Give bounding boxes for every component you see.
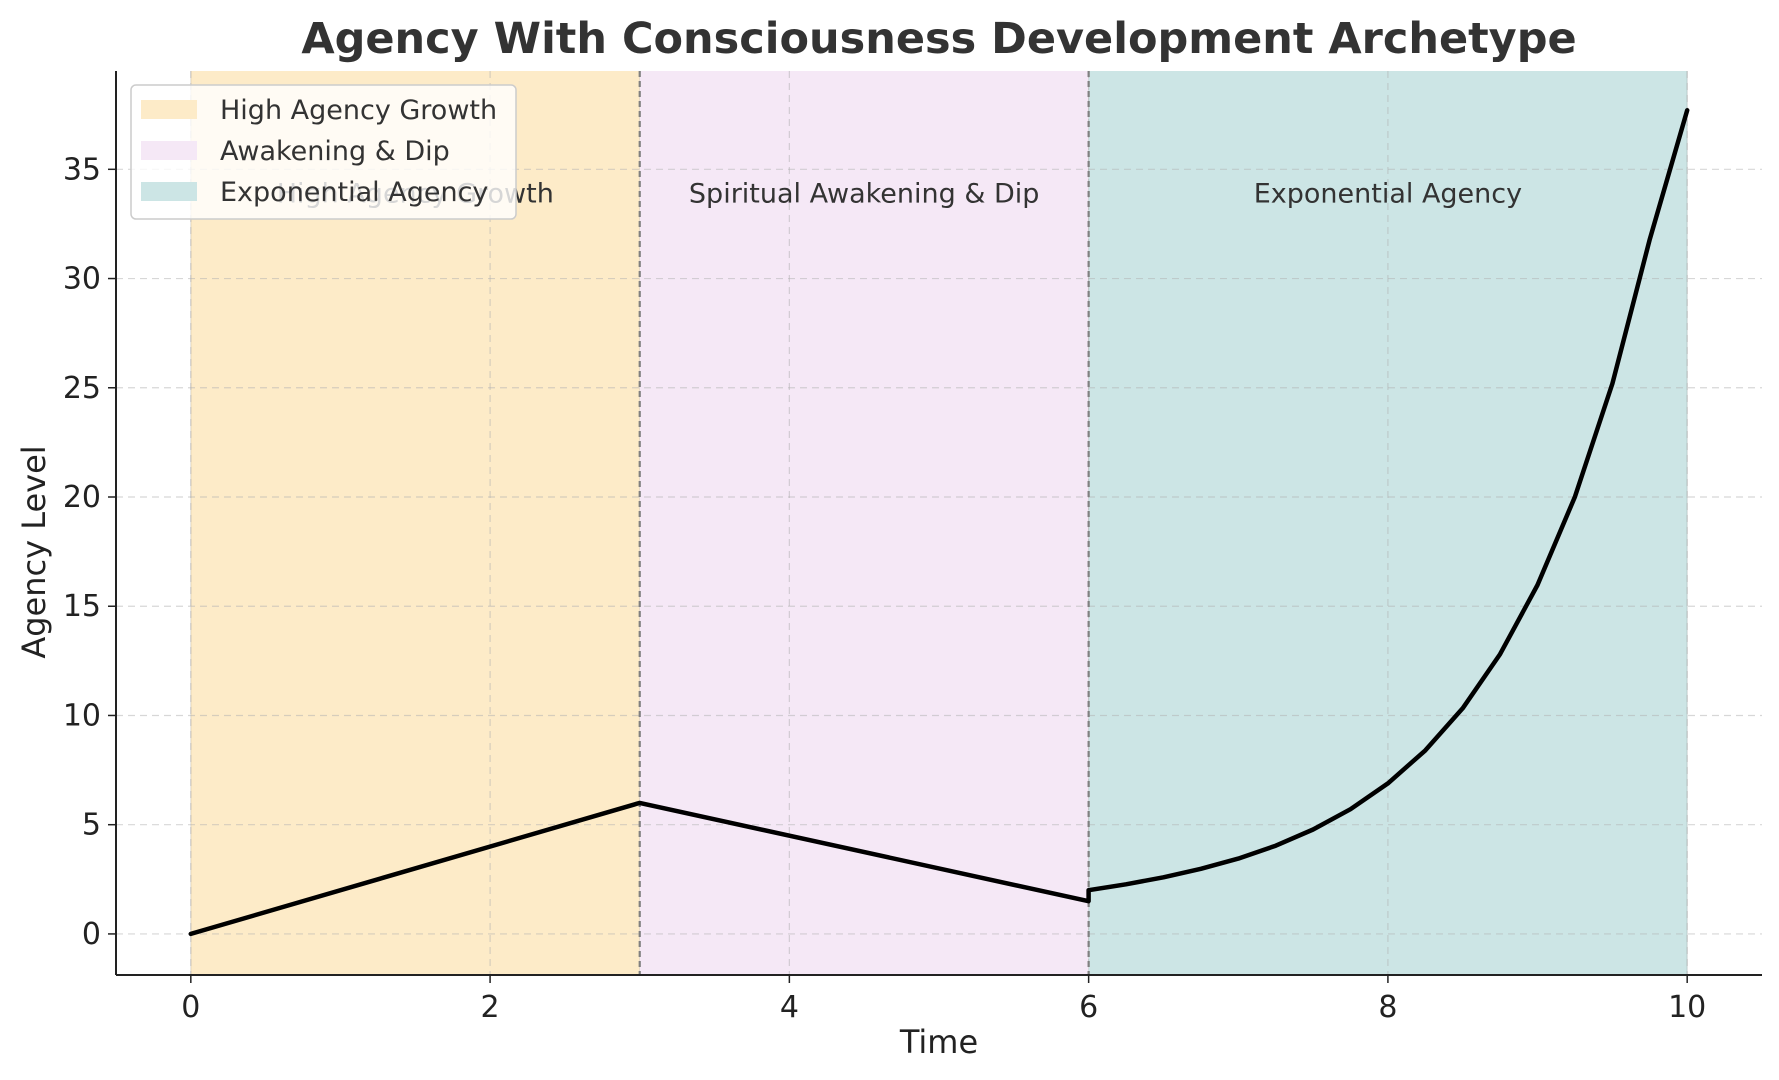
y-tick-label: 5 bbox=[82, 808, 101, 843]
legend-box bbox=[130, 84, 517, 220]
y-tick-label: 10 bbox=[63, 698, 101, 733]
x-tick-label: 4 bbox=[780, 990, 799, 1025]
tick-labels: 0 2 4 6 8 10 0 5 10 15 20 25 30 35 bbox=[63, 152, 1706, 1025]
y-tick-label: 35 bbox=[63, 152, 101, 187]
axes bbox=[108, 71, 1762, 983]
y-tick-label: 20 bbox=[63, 480, 101, 515]
x-tick-label: 2 bbox=[481, 990, 500, 1025]
x-tick-label: 0 bbox=[181, 990, 200, 1025]
y-tick-label: 15 bbox=[63, 589, 101, 624]
legend-label: Exponential Agency bbox=[220, 177, 488, 208]
x-axis-label: Time bbox=[899, 1023, 978, 1061]
legend: High Agency Growth Awakening & Dip Exponen… bbox=[130, 84, 517, 220]
x-tick-label: 10 bbox=[1668, 990, 1706, 1025]
y-tick-label: 0 bbox=[82, 917, 101, 952]
phase-label-2: Spiritual Awakening & Dip bbox=[689, 178, 1040, 209]
legend-label: High Agency Growth bbox=[220, 95, 497, 126]
phase-label-3: Exponential Agency bbox=[1254, 178, 1522, 209]
legend-label: Awakening & Dip bbox=[220, 136, 450, 167]
phase-regions bbox=[190, 71, 1688, 975]
x-tick-label: 6 bbox=[1079, 990, 1098, 1025]
chart-title: Agency With Consciousness Development Ar… bbox=[301, 14, 1576, 64]
y-tick-label: 30 bbox=[63, 262, 101, 297]
y-axis-label: Agency Level bbox=[15, 445, 53, 658]
y-tick-label: 25 bbox=[63, 371, 101, 406]
legend-swatch bbox=[141, 182, 197, 201]
phase-boundaries bbox=[638, 71, 1090, 975]
series-group bbox=[188, 108, 1690, 937]
series-line bbox=[188, 108, 1690, 937]
legend-swatch bbox=[141, 141, 197, 160]
x-tick-label: 8 bbox=[1378, 990, 1397, 1025]
legend-swatch bbox=[141, 100, 197, 119]
grid-lines bbox=[116, 71, 1762, 975]
